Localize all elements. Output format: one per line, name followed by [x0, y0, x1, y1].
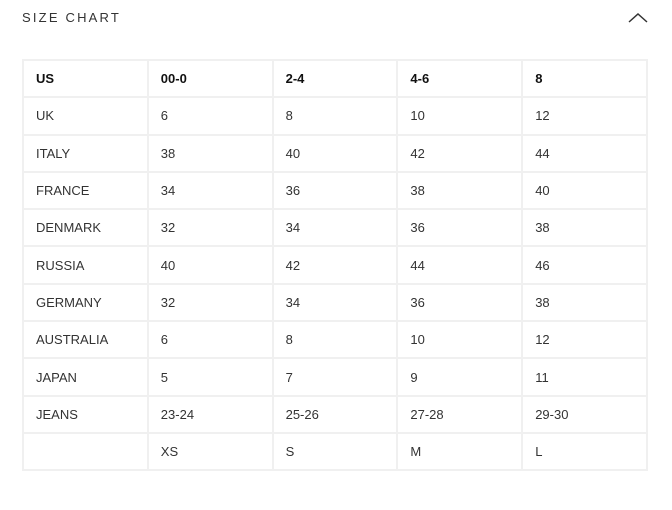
chevron-up-icon: [628, 12, 648, 23]
table-cell: 6: [146, 320, 274, 360]
table-cell: 34: [146, 170, 274, 211]
table-cell: 12: [521, 320, 648, 360]
table-cell: 42: [271, 245, 399, 285]
row-label: UK: [22, 96, 149, 136]
table-cell: 32: [146, 208, 274, 248]
table-cell: 8: [521, 58, 648, 99]
table-row: XS S M L: [22, 431, 648, 472]
table-cell: S: [271, 431, 399, 472]
size-chart-table: US 00-0 2-4 4-6 8 UK 6 8 10 12 ITALY 38 40 42 44 FRANCE…: [22, 58, 648, 472]
table-cell: 10: [396, 96, 524, 136]
table-cell: M: [396, 431, 524, 472]
table-cell: 8: [271, 96, 399, 136]
table-cell: 38: [146, 133, 274, 173]
table-row: ITALY 38 40 42 44: [22, 133, 648, 173]
row-label: RUSSIA: [22, 245, 149, 285]
table-cell: 36: [271, 170, 399, 211]
table-cell: L: [521, 431, 648, 472]
collapse-toggle[interactable]: [627, 10, 649, 26]
table-cell: 46: [521, 245, 648, 285]
row-label: FRANCE: [22, 170, 149, 211]
row-label: DENMARK: [22, 208, 149, 248]
table-row: DENMARK 32 34 36 38: [22, 208, 648, 248]
table-cell: 2-4: [271, 58, 399, 99]
table-cell: 27-28: [396, 394, 524, 434]
table-cell: 32: [146, 282, 274, 323]
row-label: [22, 431, 149, 472]
table-cell: 44: [521, 133, 648, 173]
table-cell: 7: [271, 357, 399, 397]
table-cell: 25-26: [271, 394, 399, 434]
table-row: JEANS 23-24 25-26 27-28 29-30: [22, 394, 648, 434]
table-cell: 44: [396, 245, 524, 285]
row-label: JAPAN: [22, 357, 149, 397]
size-chart-title: SIZE CHART: [22, 10, 122, 25]
table-header-row: US 00-0 2-4 4-6 8: [22, 58, 648, 99]
table-cell: 38: [396, 170, 524, 211]
row-label: ITALY: [22, 133, 149, 173]
table-cell: 34: [271, 282, 399, 323]
table-row: FRANCE 34 36 38 40: [22, 170, 648, 211]
table-cell: 00-0: [146, 58, 274, 99]
table-cell: 12: [521, 96, 648, 136]
table-cell: 36: [396, 208, 524, 248]
table-row: UK 6 8 10 12: [22, 96, 648, 136]
table-cell: 42: [396, 133, 524, 173]
table-cell: 8: [271, 320, 399, 360]
table-cell: XS: [146, 431, 274, 472]
table-cell: 11: [521, 357, 648, 397]
row-label: GERMANY: [22, 282, 149, 323]
table-cell: 40: [146, 245, 274, 285]
table-row: JAPAN 5 7 9 11: [22, 357, 648, 397]
table-cell: 36: [396, 282, 524, 323]
table-cell: 29-30: [521, 394, 648, 434]
table-cell: 6: [146, 96, 274, 136]
table-cell: 4-6: [396, 58, 524, 99]
table-row: RUSSIA 40 42 44 46: [22, 245, 648, 285]
table-cell: 10: [396, 320, 524, 360]
table-cell: 38: [521, 282, 648, 323]
table-row: AUSTRALIA 6 8 10 12: [22, 320, 648, 360]
table-row: GERMANY 32 34 36 38: [22, 282, 648, 323]
table-cell: 40: [271, 133, 399, 173]
table-cell: 9: [396, 357, 524, 397]
table-cell: 34: [271, 208, 399, 248]
table-cell: 5: [146, 357, 274, 397]
row-label: US: [22, 58, 149, 99]
table-cell: 38: [521, 208, 648, 248]
row-label: JEANS: [22, 394, 149, 434]
table-cell: 40: [521, 170, 648, 211]
row-label: AUSTRALIA: [22, 320, 149, 360]
table-cell: 23-24: [146, 394, 274, 434]
